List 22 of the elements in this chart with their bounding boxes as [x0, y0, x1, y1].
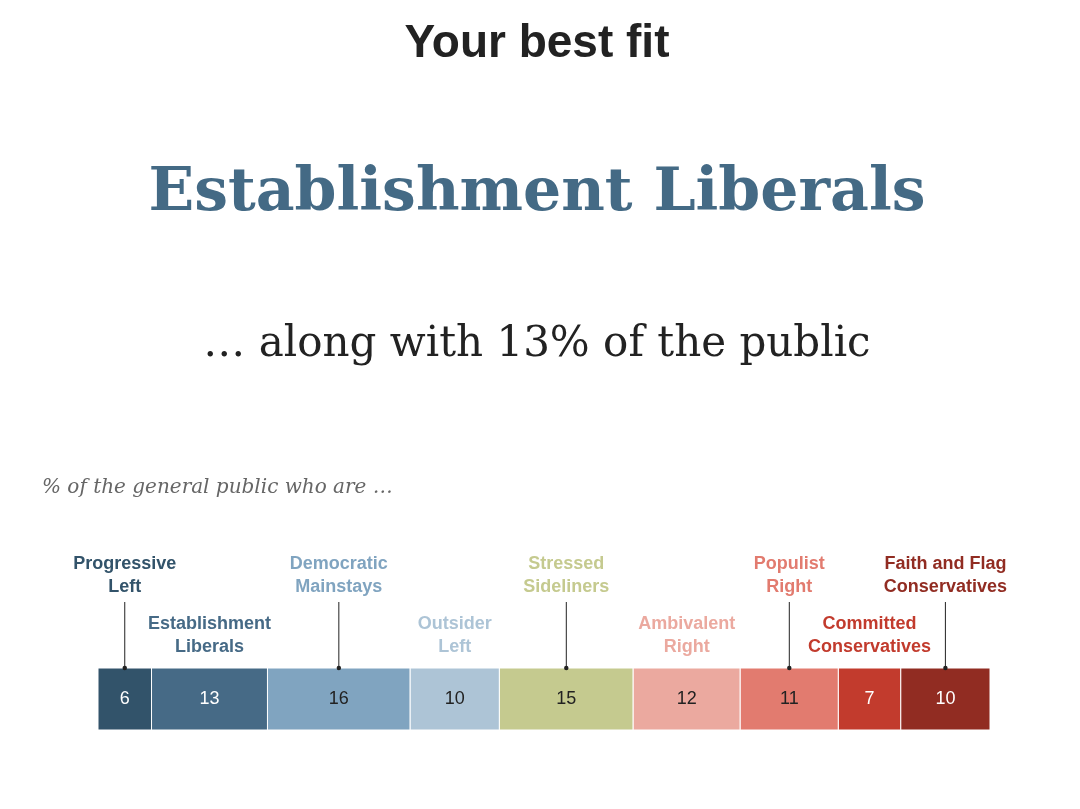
data-label: 7 [864, 688, 875, 708]
text: Faith and Flag Conservatives [883, 553, 1007, 596]
series-label: Outsider Left [417, 613, 492, 656]
series-label: Ambivalent Right [638, 613, 736, 656]
chart-title: Your best fit [404, 15, 670, 67]
text: Progressive Left [73, 553, 177, 596]
series-label: Establishment Liberals [147, 613, 272, 656]
text: Establishment Liberals [148, 154, 926, 224]
data-label: 11 [779, 688, 799, 708]
text: … along with 13% of the public [203, 317, 871, 366]
data-label: 6 [119, 688, 130, 708]
text: Stressed Sideliners [523, 553, 610, 596]
series-label: Committed Conservatives [808, 613, 932, 656]
text: Populist Right [753, 553, 825, 596]
data-label: 10 [935, 688, 956, 708]
data-label: 12 [676, 688, 697, 708]
data-label: 15 [556, 688, 577, 708]
text: Democratic Mainstays [289, 553, 388, 596]
chart-subtitle: % of the general public who are … [42, 474, 393, 498]
data-label: 10 [444, 688, 465, 708]
data-label: 13 [199, 688, 220, 708]
data-label: 16 [328, 688, 349, 708]
